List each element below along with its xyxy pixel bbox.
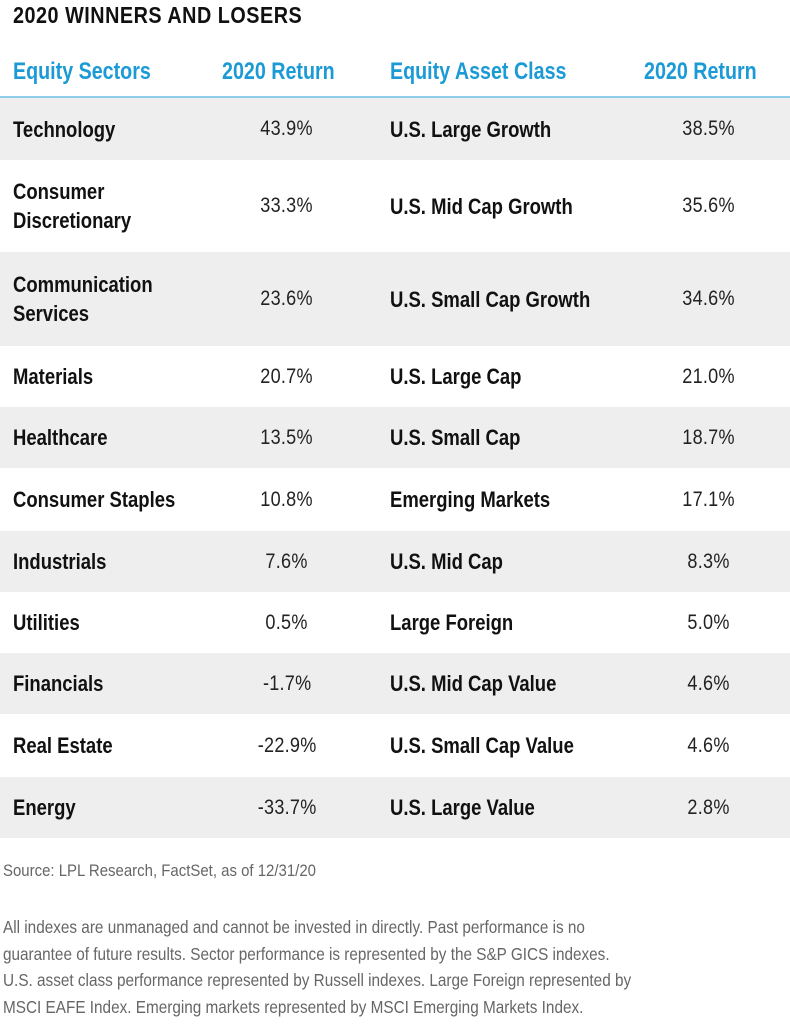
source-note: Source: LPL Research, FactSet, as of 12/… xyxy=(3,861,316,880)
asset-class-name: U.S. Small Cap Growth xyxy=(390,286,591,312)
disclaimer-line: MSCI EAFE Index. Emerging markets repres… xyxy=(3,996,584,1017)
table-header: Equity Sectors 2020 Return Equity Asset … xyxy=(0,52,790,96)
table-row: Industrials 7.6% U.S. Mid Cap 8.3% xyxy=(0,531,790,592)
sector-name: Communication Services xyxy=(13,272,153,326)
sector-return: 13.5% xyxy=(260,425,314,449)
sector-name: Healthcare xyxy=(13,425,108,450)
disclaimer-line: U.S. asset class performance represented… xyxy=(3,970,632,990)
sector-return: 0.5% xyxy=(265,610,309,634)
sector-name: Energy xyxy=(13,795,76,820)
sector-name: Consumer Discretionary xyxy=(13,179,132,233)
asset-class-return: 4.6% xyxy=(687,671,731,695)
table-row: Real Estate -22.9% U.S. Small Cap Value … xyxy=(0,714,790,777)
table-row: Technology 43.9% U.S. Large Growth 38.5% xyxy=(0,98,790,160)
table-row: Consumer Discretionary 33.3% U.S. Mid Ca… xyxy=(0,160,790,252)
table-row: Materials 20.7% U.S. Large Cap 21.0% xyxy=(0,346,790,407)
asset-class-name: Large Foreign xyxy=(390,610,514,635)
table-row: Healthcare 13.5% U.S. Small Cap 18.7% xyxy=(0,407,790,468)
sector-name: Consumer Staples xyxy=(13,487,176,512)
disclaimer-line: All indexes are unmanaged and cannot be … xyxy=(3,917,585,937)
sector-return: 7.6% xyxy=(265,549,309,573)
asset-class-name: U.S. Small Cap Value xyxy=(390,733,574,758)
sector-name: Financials xyxy=(13,671,104,696)
sector-return: 23.6% xyxy=(260,287,314,310)
header-asset-return: 2020 Return xyxy=(644,58,757,85)
table-row: Financials -1.7% U.S. Mid Cap Value 4.6% xyxy=(0,653,790,714)
disclaimer: All indexes are unmanaged and cannot be … xyxy=(3,914,782,1020)
sector-name: Technology xyxy=(13,116,116,142)
sector-return: 43.9% xyxy=(260,117,314,140)
asset-class-name: U.S. Large Cap xyxy=(390,364,522,389)
header-divider xyxy=(0,96,790,98)
asset-class-return: 8.3% xyxy=(687,549,731,573)
table-row: Consumer Staples 10.8% Emerging Markets … xyxy=(0,468,790,531)
sector-return: -33.7% xyxy=(257,795,317,819)
table-row: Communication Services 23.6% U.S. Small … xyxy=(0,252,790,346)
asset-class-name: U.S. Small Cap xyxy=(390,425,521,450)
asset-class-return: 35.6% xyxy=(682,194,736,217)
asset-class-name: U.S. Mid Cap Growth xyxy=(390,193,573,219)
asset-class-name: U.S. Mid Cap xyxy=(390,549,503,574)
disclaimer-line: guarantee of future results. Sector perf… xyxy=(3,943,610,964)
asset-class-return: 5.0% xyxy=(687,610,731,634)
asset-class-return: 21.0% xyxy=(682,364,736,388)
header-equity-asset-class: Equity Asset Class xyxy=(390,58,567,85)
asset-class-return: 17.1% xyxy=(682,487,736,511)
sector-name: Industrials xyxy=(13,549,107,574)
asset-class-name: U.S. Large Value xyxy=(390,795,535,820)
sector-name: Real Estate xyxy=(13,733,113,758)
sector-return: -22.9% xyxy=(257,733,317,757)
table-row: Energy -33.7% U.S. Large Value 2.8% xyxy=(0,777,790,838)
asset-class-name: U.S. Mid Cap Value xyxy=(390,671,557,696)
asset-class-return: 2.8% xyxy=(687,795,731,819)
page-title: 2020 WINNERS AND LOSERS xyxy=(13,2,303,28)
table-row: Utilities 0.5% Large Foreign 5.0% xyxy=(0,592,790,653)
asset-class-return: 4.6% xyxy=(687,733,731,757)
asset-class-name: Emerging Markets xyxy=(390,487,551,512)
sector-return: -1.7% xyxy=(262,671,312,695)
asset-class-return: 38.5% xyxy=(682,117,736,140)
sector-name: Utilities xyxy=(13,610,80,635)
asset-class-return: 18.7% xyxy=(682,425,736,449)
header-equity-sectors: Equity Sectors xyxy=(13,58,151,85)
sector-return: 10.8% xyxy=(260,487,314,511)
asset-class-return: 34.6% xyxy=(682,287,736,310)
asset-class-name: U.S. Large Growth xyxy=(390,116,552,142)
sector-return: 33.3% xyxy=(260,194,314,217)
sector-name: Materials xyxy=(13,364,94,389)
header-sector-return: 2020 Return xyxy=(222,58,335,85)
sector-return: 20.7% xyxy=(260,364,314,388)
returns-table: Technology 43.9% U.S. Large Growth 38.5%… xyxy=(0,98,790,838)
